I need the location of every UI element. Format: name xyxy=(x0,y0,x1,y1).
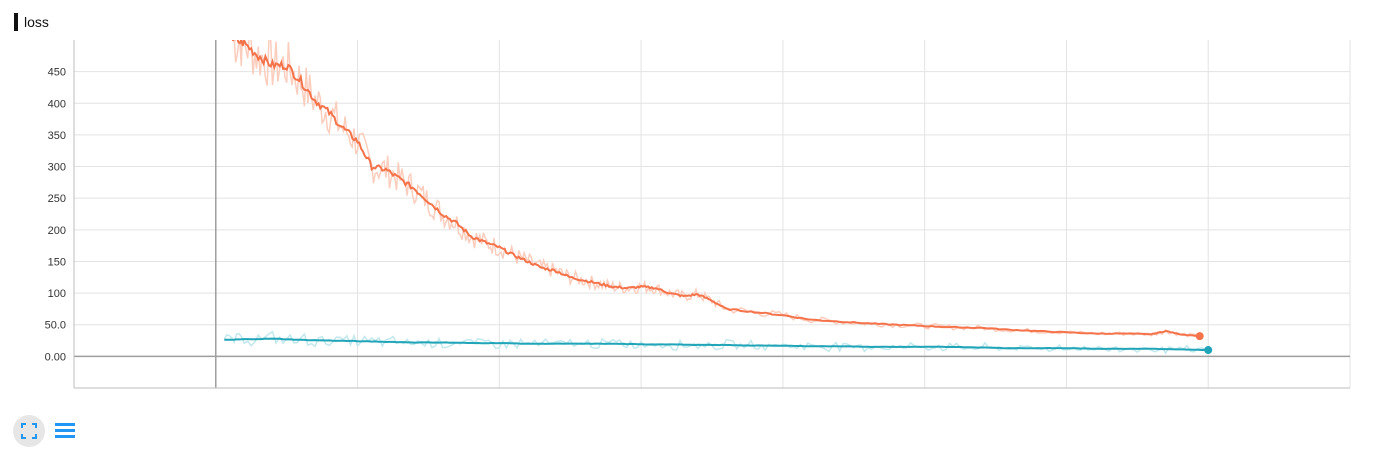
y-tick-label: 350 xyxy=(48,130,66,142)
y-tick-label: 450 xyxy=(48,67,66,79)
expand-chart-button[interactable] xyxy=(13,415,45,447)
y-tick-label: 150 xyxy=(48,256,66,268)
title-accent-bar xyxy=(14,13,18,31)
y-tick-label: 0.00 xyxy=(45,351,66,363)
chart-title-wrap: loss xyxy=(14,12,49,32)
series-smoothed-line xyxy=(224,337,1209,352)
series-end-point xyxy=(1195,332,1204,341)
y-tick-label: 200 xyxy=(48,225,66,237)
fullscreen-icon xyxy=(21,423,37,439)
series-smoothed-line xyxy=(231,40,1201,338)
loss-chart: 0.0050.01001502002503003504004500.0005.0… xyxy=(45,40,1351,389)
chart-title: loss xyxy=(24,14,49,30)
series-raw-line xyxy=(232,40,1200,338)
y-tick-label: 300 xyxy=(48,162,66,174)
series-end-point xyxy=(1204,346,1213,355)
toggle-data-table-button[interactable] xyxy=(52,420,78,442)
y-tick-label: 100 xyxy=(48,288,66,300)
y-tick-label: 50.0 xyxy=(45,320,66,332)
list-icon xyxy=(55,423,75,438)
y-tick-label: 400 xyxy=(48,98,66,110)
y-tick-label: 250 xyxy=(48,193,66,205)
